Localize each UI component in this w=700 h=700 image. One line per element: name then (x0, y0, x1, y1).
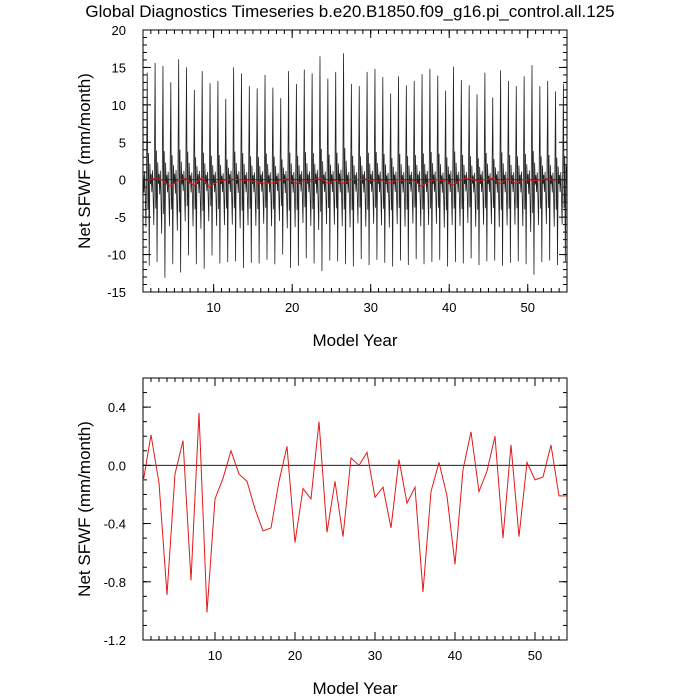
x-tick-label: 50 (521, 300, 535, 315)
annual-mean-series-line (143, 412, 567, 613)
y-tick-label: 15 (112, 60, 126, 75)
y-tick-label: -5 (114, 210, 126, 225)
x-tick-label: 10 (208, 648, 222, 663)
x-tick-label: 20 (288, 648, 302, 663)
y-tick-label: -10 (107, 248, 126, 263)
x-tick-label: 20 (285, 300, 299, 315)
y-tick-label: 0.4 (108, 400, 126, 415)
x-tick-label: 30 (368, 648, 382, 663)
y-tick-label: 5 (119, 135, 126, 150)
y-tick-label: -0.8 (104, 575, 126, 590)
page-title: Global Diagnostics Timeseries b.e20.B185… (85, 2, 615, 21)
y-tick-label: -0.4 (104, 517, 126, 532)
monthly-series-line (143, 53, 567, 278)
x-tick-label: 40 (442, 300, 456, 315)
plot-frame-0 (142, 29, 568, 293)
y-tick-label: 0 (119, 173, 126, 188)
x-axis-title: Model Year (312, 679, 397, 698)
x-tick-label: 10 (206, 300, 220, 315)
y-tick-label: -1.2 (104, 633, 126, 648)
y-tick-label: 10 (112, 98, 126, 113)
x-axis-title: Model Year (312, 331, 397, 350)
x-tick-label: 50 (528, 648, 542, 663)
y-tick-label: 0.0 (108, 458, 126, 473)
y-axis-title: Net SFWF (mm/month) (75, 421, 94, 597)
y-tick-label: -15 (107, 285, 126, 300)
y-axis-title: Net SFWF (mm/month) (75, 73, 94, 249)
annual-mean-series-line (146, 176, 556, 188)
x-tick-label: 40 (448, 648, 462, 663)
x-tick-label: 30 (363, 300, 377, 315)
y-tick-label: 20 (112, 23, 126, 38)
